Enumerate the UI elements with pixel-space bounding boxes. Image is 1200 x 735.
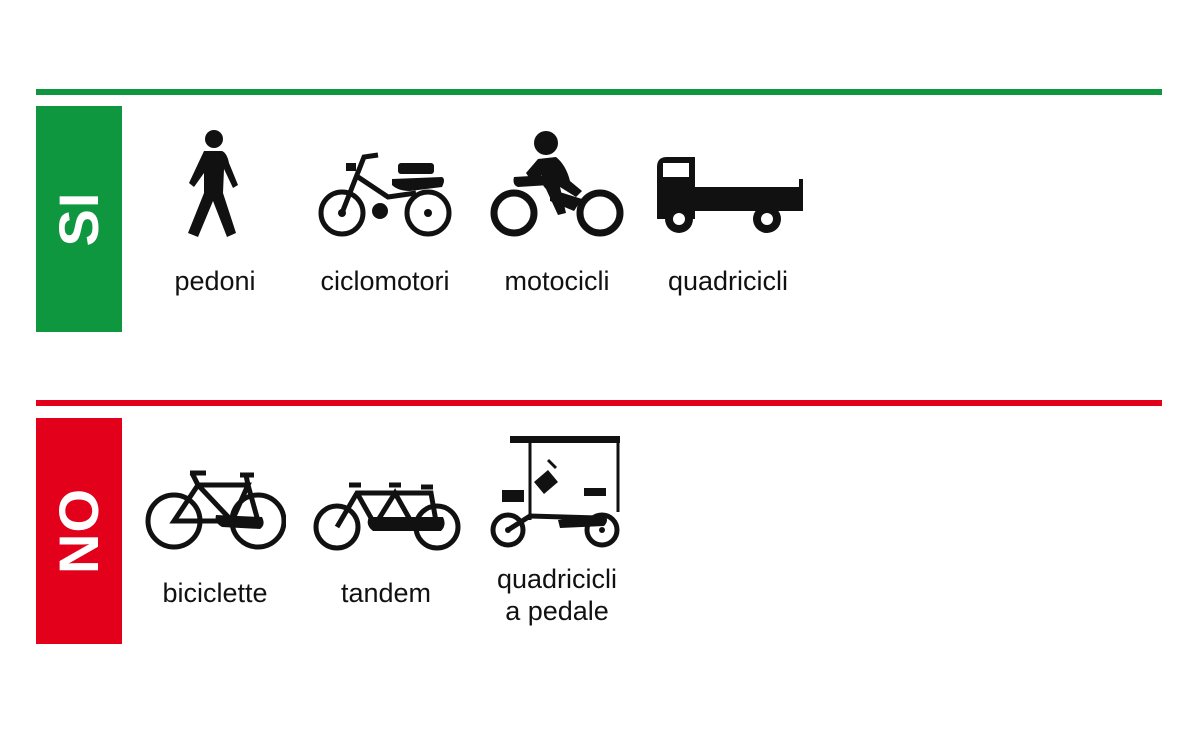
- forbidden-item-label: quadricicli a pedale: [496, 564, 618, 626]
- allowed-item-motorcycles: motocicli: [472, 125, 642, 300]
- forbidden-item-label: biciclette: [162, 578, 268, 608]
- allowed-item-pedestrians: pedoni: [130, 125, 300, 300]
- allowed-tag-text: SI: [47, 191, 110, 247]
- allowed-tag: SI: [36, 106, 122, 332]
- allowed-item-quadricycles: quadricicli: [643, 125, 813, 300]
- forbidden-item-label: tandem: [340, 578, 432, 608]
- pedal-quadricycle-icon: [490, 436, 620, 548]
- allowed-divider: [36, 89, 1162, 95]
- moped-icon: [318, 152, 452, 237]
- forbidden-tag: NO: [36, 418, 122, 644]
- allowed-item-label: ciclomotori: [320, 266, 450, 296]
- allowed-item-label: motocicli: [504, 266, 610, 296]
- motorcycle-icon: [490, 131, 624, 237]
- quadricycle-truck-icon: [657, 157, 803, 233]
- forbidden-divider: [36, 400, 1162, 406]
- forbidden-item-tandem: tandem: [301, 435, 471, 635]
- allowed-item-label: quadricicli: [667, 266, 789, 296]
- forbidden-tag-text: NO: [47, 488, 110, 574]
- forbidden-item-pedal-quadricycles: quadricicli a pedale: [472, 435, 642, 635]
- pedestrian-icon: [188, 130, 238, 237]
- forbidden-item-bicycles: biciclette: [130, 435, 300, 635]
- allowed-item-mopeds: ciclomotori: [300, 125, 470, 300]
- tandem-icon: [313, 482, 461, 551]
- bicycle-icon: [145, 470, 286, 550]
- allowed-item-label: pedoni: [174, 266, 256, 296]
